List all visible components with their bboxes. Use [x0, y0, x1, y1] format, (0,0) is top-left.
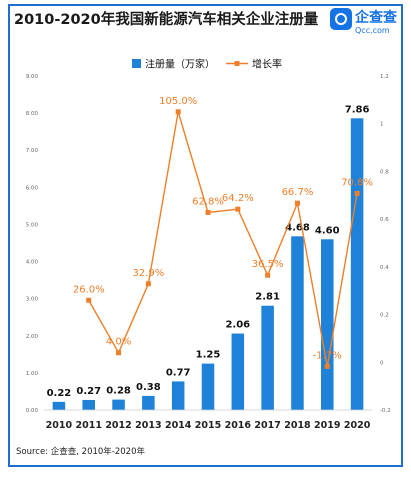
- y-right-tick-label: 1: [380, 122, 384, 128]
- brand-url: Qcc.com: [355, 26, 390, 35]
- bar: [261, 305, 274, 410]
- growth-rate-label: 105.0%: [159, 96, 197, 107]
- y-right-tick-label: 1.2: [380, 74, 389, 80]
- bar-value-label: 7.86: [345, 104, 370, 115]
- growth-rate-point: [205, 209, 211, 215]
- growth-rate-label: 66.7%: [282, 187, 314, 198]
- y-right-tick-label: -0.2: [380, 408, 391, 414]
- bar: [350, 118, 364, 410]
- growth-rate-point: [265, 272, 271, 278]
- growth-rate-point: [294, 200, 300, 206]
- x-tick-label: 2010: [46, 420, 73, 431]
- y-left-tick-label: 8.00: [26, 111, 39, 117]
- growth-rate-label: 64.2%: [222, 193, 254, 204]
- y-right-tick-label: 0: [380, 360, 384, 366]
- growth-rate-point: [175, 109, 181, 115]
- x-tick-label: 2015: [195, 420, 221, 431]
- bar: [201, 363, 215, 410]
- x-tick-label: 2020: [344, 420, 371, 431]
- x-tick-label: 2014: [165, 420, 192, 431]
- growth-rate-label: 70.8%: [341, 177, 373, 188]
- bar-value-label: 0.28: [106, 386, 131, 397]
- bar: [231, 333, 245, 410]
- bar: [142, 395, 155, 410]
- y-right-tick-label: 0.4: [380, 265, 389, 271]
- x-tick-label: 2016: [225, 420, 252, 431]
- y-left-tick-label: 3.00: [26, 297, 39, 303]
- y-left-tick-label: 5.00: [26, 222, 39, 228]
- growth-rate-line: [88, 111, 358, 367]
- legend-bar-label: 注册量（万家）: [145, 58, 215, 71]
- bar: [321, 239, 334, 410]
- y-left-tick-label: 9.00: [26, 74, 39, 80]
- x-tick-label: 2011: [76, 420, 102, 431]
- bar: [171, 381, 185, 410]
- growth-rate-label: 26.0%: [73, 284, 105, 295]
- y-right-tick-label: 0.6: [380, 217, 389, 223]
- y-left-tick-label: 6.00: [26, 185, 39, 191]
- magnifier-icon: [330, 8, 352, 30]
- growth-rate-point: [145, 281, 151, 287]
- bar: [112, 399, 125, 410]
- bar-value-label: 4.68: [285, 222, 310, 233]
- brand-name: 企查查: [355, 10, 397, 26]
- chart-title: 2010-2020年我国新能源汽车相关企业注册量: [14, 12, 319, 28]
- bar-value-label: 4.60: [315, 225, 340, 236]
- x-tick-label: 2012: [105, 420, 131, 431]
- growth-rate-point: [354, 190, 360, 196]
- growth-rate-point: [235, 206, 241, 212]
- growth-rate-label: 62.8%: [192, 196, 224, 207]
- bar-value-label: 2.06: [225, 320, 250, 331]
- x-tick-label: 2019: [314, 420, 340, 431]
- legend-line-marker: [234, 61, 240, 66]
- bar: [291, 236, 304, 410]
- x-tick-label: 2018: [284, 420, 311, 431]
- bar-value-label: 1.25: [196, 350, 221, 361]
- growth-rate-label: 32.9%: [132, 268, 164, 279]
- growth-rate-label: -1.7%: [313, 350, 342, 361]
- growth-rate-point: [86, 297, 92, 303]
- bar: [82, 399, 95, 410]
- bar: [52, 401, 66, 410]
- y-right-tick-label: 0.8: [380, 169, 389, 175]
- growth-rate-point: [116, 350, 122, 356]
- growth-rate-label: 36.5%: [252, 259, 284, 270]
- bar-value-label: 2.81: [255, 292, 280, 303]
- y-left-tick-label: 7.00: [26, 148, 39, 154]
- source-note: Source: 企查查, 2010年-2020年: [16, 447, 145, 457]
- bar-value-label: 0.38: [136, 382, 161, 393]
- legend-bar-swatch: [132, 59, 141, 68]
- growth-rate-point: [324, 363, 330, 369]
- y-left-tick-label: 1.00: [26, 371, 39, 377]
- y-right-tick-label: 0.2: [380, 313, 389, 319]
- y-left-tick-label: 0.00: [26, 408, 39, 414]
- y-left-tick-label: 2.00: [26, 334, 39, 340]
- bar-value-label: 0.22: [47, 388, 72, 399]
- y-left-tick-label: 4.00: [26, 260, 39, 266]
- bar-value-label: 0.77: [166, 367, 191, 378]
- bar-value-label: 0.27: [76, 386, 101, 397]
- legend-line-label: 增长率: [252, 58, 282, 71]
- x-tick-label: 2013: [135, 420, 161, 431]
- x-tick-label: 2017: [254, 420, 280, 431]
- growth-rate-label: 4.0%: [106, 337, 131, 348]
- brand-logo: 企查查 Qcc.com: [330, 6, 400, 40]
